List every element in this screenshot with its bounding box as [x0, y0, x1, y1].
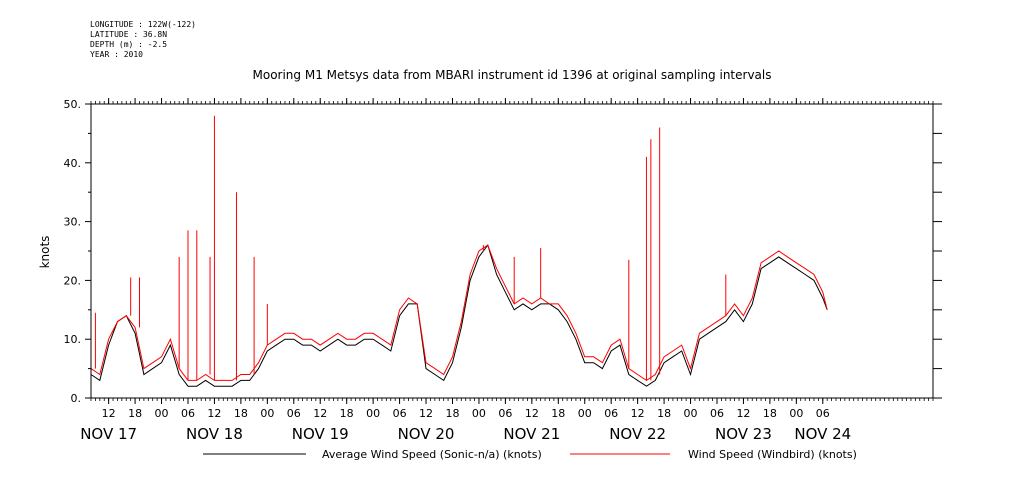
x-day-label: NOV 23: [715, 425, 772, 443]
x-hour-label: 18: [128, 407, 142, 420]
x-hour-label: 00: [155, 407, 169, 420]
latitude-label: LATITUDE : 36.8N: [90, 30, 168, 39]
x-hour-label: 06: [816, 407, 830, 420]
x-hour-label: 06: [604, 407, 618, 420]
y-tick-label-20: 20.: [64, 274, 82, 287]
x-hour-label: 06: [181, 407, 195, 420]
x-hour-label: 06: [710, 407, 724, 420]
x-hour-label: 18: [445, 407, 459, 420]
x-day-label: NOV 24: [794, 425, 851, 443]
x-hour-label: 00: [472, 407, 486, 420]
x-hour-label: 06: [498, 407, 512, 420]
x-hour-label: 00: [684, 407, 698, 420]
axes-layer: 0. 10. 20. 30. 40. 50. 12 18 00 06 12 18 00 06 12 18 00 0…: [64, 98, 942, 443]
x-day-label: NOV 20: [398, 425, 455, 443]
x-hour-label: 00: [366, 407, 380, 420]
x-hour-label: 18: [763, 407, 777, 420]
year-label: YEAR : 2010: [90, 50, 143, 59]
series-line-2: [90, 244, 828, 382]
x-hour-label: 00: [260, 407, 274, 420]
y-tick-label-10: 10.: [64, 333, 82, 346]
x-day-label: NOV 18: [186, 425, 243, 443]
y-tick-label-40: 40.: [64, 157, 82, 170]
x-day-label: NOV 17: [80, 425, 137, 443]
y-tick-label-50: 50.: [64, 98, 82, 111]
x-hour-label: 18: [657, 407, 671, 420]
plot-frame: [90, 103, 934, 399]
x-hour-label: 12: [207, 407, 221, 420]
series-line-1: [90, 244, 828, 387]
x-day-label: NOV 22: [609, 425, 666, 443]
legend-label-windbird: Wind Speed (Windbird) (knots): [688, 448, 857, 461]
x-hour-label: 12: [631, 407, 645, 420]
x-hour-label: 06: [393, 407, 407, 420]
x-hour-label: 00: [789, 407, 803, 420]
y-tick-label-0: 0.: [71, 392, 82, 405]
y-axis-label: knots: [38, 236, 52, 269]
depth-label: DEPTH (m) : -2.5: [90, 40, 168, 49]
metadata-block: LONGITUDE : 122W(-122) LATITUDE : 36.8N …: [90, 20, 196, 60]
x-hour-label: 12: [419, 407, 433, 420]
x-hour-label: 12: [525, 407, 539, 420]
chart-title: Mooring M1 Metsys data from MBARI instru…: [253, 68, 772, 82]
legend: Average Wind Speed (Sonic-n/a) (knots) Wi…: [203, 448, 857, 461]
x-hour-label: 12: [736, 407, 750, 420]
x-hour-label: 18: [340, 407, 354, 420]
y-tick-label-30: 30.: [64, 216, 82, 229]
x-hour-label: 18: [234, 407, 248, 420]
x-hour-label: 12: [102, 407, 116, 420]
x-hour-label: 06: [287, 407, 301, 420]
data-layer: [90, 115, 828, 387]
longitude-label: LONGITUDE : 122W(-122): [90, 20, 196, 29]
legend-label-average-wind-speed: Average Wind Speed (Sonic-n/a) (knots): [322, 448, 542, 461]
x-hour-label: 18: [551, 407, 565, 420]
x-hour-label: 00: [578, 407, 592, 420]
x-hour-label: 12: [313, 407, 327, 420]
x-day-label: NOV 21: [503, 425, 560, 443]
x-day-label: NOV 19: [292, 425, 349, 443]
